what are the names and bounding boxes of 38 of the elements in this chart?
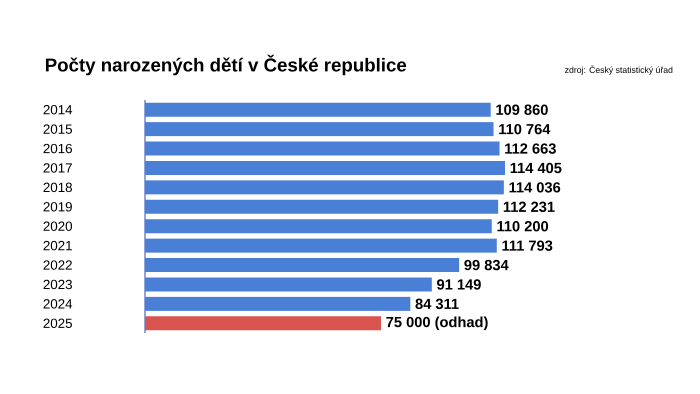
bar (145, 316, 382, 330)
y-tick-label: 2021 (44, 240, 72, 250)
y-tick-label: 2024 (44, 299, 72, 309)
data-label: 114 036 (509, 182, 560, 193)
data-label: 110 764 (499, 124, 550, 134)
bar (145, 180, 504, 194)
bar (145, 296, 410, 311)
y-tick-label: 2015 (44, 124, 72, 134)
y-tick-label: 2020 (44, 221, 72, 231)
bar (145, 200, 498, 214)
bar (145, 160, 506, 175)
data-label: 111 793 (502, 240, 552, 251)
y-tick-label: 2022 (44, 260, 72, 270)
bar (145, 219, 492, 234)
data-label: 112 231 (504, 202, 555, 212)
bar (145, 102, 491, 117)
data-label: 109 860 (496, 104, 548, 115)
data-label: 112 663 (505, 143, 556, 154)
data-label: 110 200 (497, 221, 548, 232)
bar (145, 277, 432, 292)
y-tick-label: 2018 (44, 182, 72, 192)
y-tick-label: 2017 (44, 163, 72, 173)
data-label: 75 000 (odhad) (386, 316, 488, 330)
y-tick-label: 2025 (44, 318, 72, 328)
chart-title: Počty narozených dětí v České republice (46, 54, 406, 76)
data-label: 114 405 (510, 162, 562, 174)
y-tick-label: 2014 (44, 104, 72, 114)
bar (145, 258, 460, 272)
y-tick-label: 2016 (44, 144, 72, 154)
bar (145, 142, 500, 156)
data-label: 84 311 (415, 298, 459, 310)
bar (145, 122, 494, 136)
data-label: 99 834 (464, 260, 509, 270)
bar (145, 238, 497, 253)
text: zdroj: Český statistický úřad (565, 65, 672, 75)
data-label: 91 149 (437, 279, 481, 290)
y-tick-label: 2023 (44, 280, 72, 290)
y-tick-label: 2019 (44, 202, 72, 212)
